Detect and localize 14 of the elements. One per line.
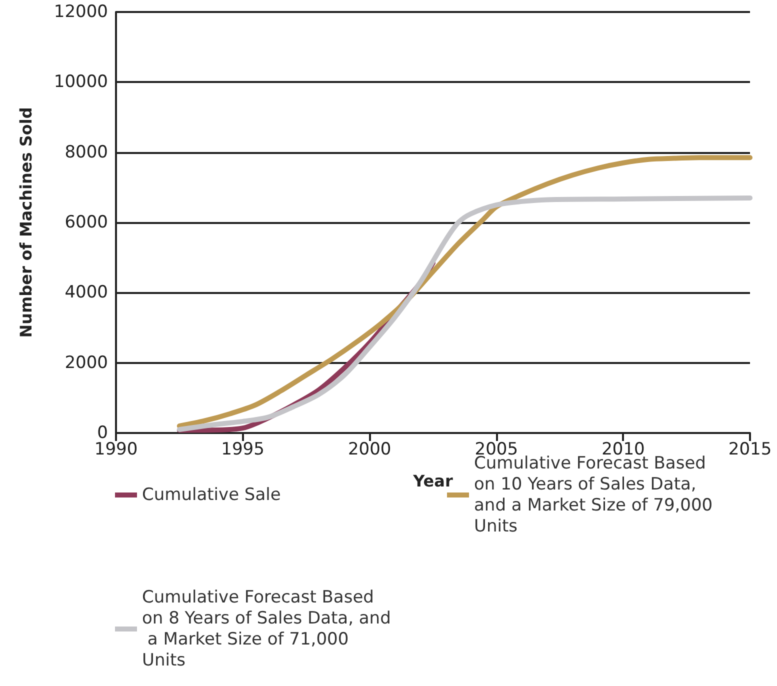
y-tick-label: 10000 (54, 72, 108, 92)
x-tick-label: 2015 (728, 440, 772, 460)
x-tick-label: 1995 (221, 440, 264, 460)
y-tick-label: 6000 (64, 212, 108, 232)
y-tick-label: 2000 (64, 352, 108, 373)
y-tick-label: 12000 (54, 2, 108, 22)
y-axis-title: Number of Machines Sold (16, 107, 36, 338)
y-tick-label: 4000 (64, 282, 108, 303)
x-axis-title: Year (412, 472, 453, 490)
legend-label: Cumulative Forecast Based on 8 Years of Sales Data, and a Market Size of 71,000 Units (142, 588, 391, 670)
legend-label: Cumulative Forecast Based on 10 Years of Sales Data, and a Market Size of 79,000 Units (474, 454, 718, 536)
y-tick-label: 8000 (64, 142, 108, 162)
legend-label: Cumulative Sale (142, 485, 281, 505)
x-tick-label: 2000 (348, 440, 392, 460)
